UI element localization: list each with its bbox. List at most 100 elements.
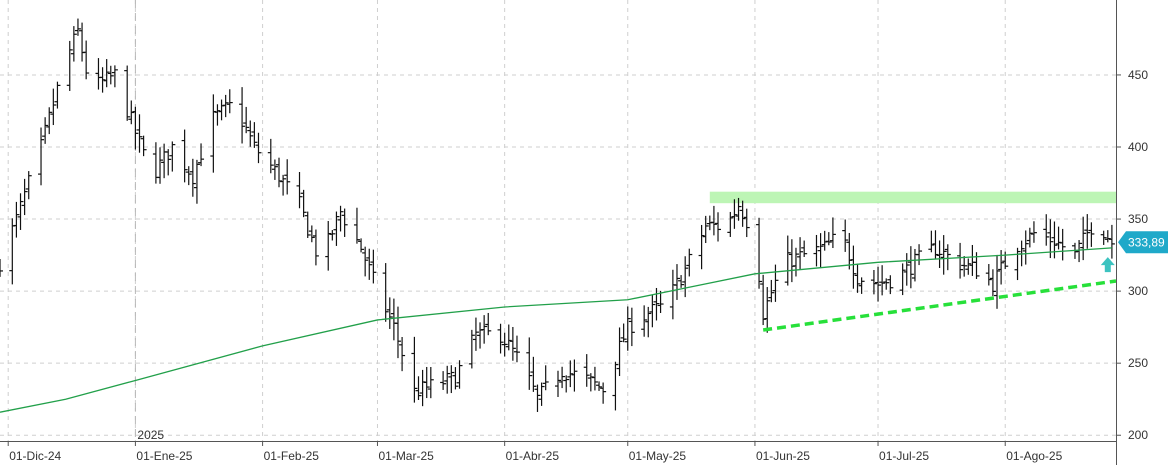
price-bar [813,234,820,267]
price-bar [300,189,307,218]
price-bar [620,323,627,343]
price-bar [132,106,139,150]
price-bar [727,211,734,237]
grid-lines [0,0,1116,441]
price-bar [784,235,791,286]
y-axis-ticks: 200 250 300 350 400 450 [1116,68,1148,442]
price-bar [66,40,73,91]
price-bar [698,224,705,270]
y-tick-label: 350 [1128,212,1148,226]
price-bar [128,100,135,125]
y-tick-label: 300 [1128,284,1148,298]
price-bar [673,264,680,300]
price-bar [477,322,484,349]
price-bar [1059,228,1066,261]
x-tick-label: 01-Feb-25 [264,449,320,463]
price-bar [870,269,877,295]
price-bar [928,230,935,253]
axes [0,0,1117,465]
price-bar [559,366,566,389]
price-bar [686,248,693,277]
price-bar [657,290,664,314]
price-bar [1043,214,1050,246]
price-bar [1055,226,1062,250]
price-bar [468,329,475,369]
price-bar [842,219,849,252]
price-bar [0,259,3,277]
y-tick-label: 400 [1128,140,1148,154]
price-bar [788,239,795,283]
price-bar [50,88,57,126]
price-bar [1076,240,1083,263]
price-bar [792,247,799,277]
price-bar [198,143,205,167]
price-bar [181,129,188,183]
price-bar [879,265,886,296]
price-bar [961,256,968,277]
price-bar [645,306,652,338]
price-bar [1104,230,1111,243]
price-bar [682,256,689,298]
price-bar [1108,224,1115,259]
price-bar [95,58,102,90]
price-bar [341,208,348,237]
price-bar [501,332,508,357]
price-bar [600,382,607,404]
last-price-tag: 333,89 [1118,231,1168,254]
price-bar [415,376,422,401]
price-bar [994,254,1001,309]
price-bar [370,249,377,284]
price-bar [944,244,951,271]
price-bar [46,107,53,135]
price-bar [25,171,32,200]
price-bar [325,220,332,271]
resistance-zone [709,191,1116,204]
price-bar [760,274,767,326]
price-bar [481,315,488,344]
price-tag-label: 333,89 [1128,235,1165,249]
price-bar [1084,214,1091,249]
price-bar [936,240,943,268]
price-bar [940,235,947,275]
price-bar [497,323,504,354]
price-bar [817,233,824,268]
price-bar [538,382,545,406]
price-bar [99,67,106,93]
price-bar [423,366,430,399]
price-bar [243,106,250,134]
x-axis-ticks: 01-Dic-24 01-Ene-25 01-Feb-25 01-Mar-25 01-A… [7,428,1063,463]
price-bar [1026,227,1033,248]
price-bar [304,211,311,238]
price-bar [218,99,225,121]
x-tick-label: 01-Dic-24 [9,449,61,463]
price-bar [247,120,254,147]
price-bar [472,317,479,351]
price-bar [284,159,291,195]
price-bar [280,174,287,196]
price-bar [485,312,492,336]
price-bar [825,232,832,246]
support-trendline [762,279,1117,332]
price-bar [353,207,360,244]
price-bar [296,172,303,209]
price-bar [54,81,61,109]
price-bar [957,242,964,279]
price-bar [226,89,233,114]
price-bar [612,361,619,411]
price-bar [161,143,168,179]
price-bar [887,275,894,295]
price-bar [555,370,561,397]
x-tick-label: 01-Ago-25 [1006,449,1062,463]
x-tick-label: 01-May-25 [629,449,687,463]
price-bar [165,149,172,176]
price-bar [362,246,369,277]
price-bar [624,306,631,351]
price-bar [83,40,90,80]
price-bar [276,157,282,188]
price-tag-box [1118,231,1168,254]
price-bar [801,240,808,257]
price-bar [1030,221,1037,243]
price-bar [641,305,648,337]
price-bar [399,337,406,372]
price-bar [271,159,278,180]
